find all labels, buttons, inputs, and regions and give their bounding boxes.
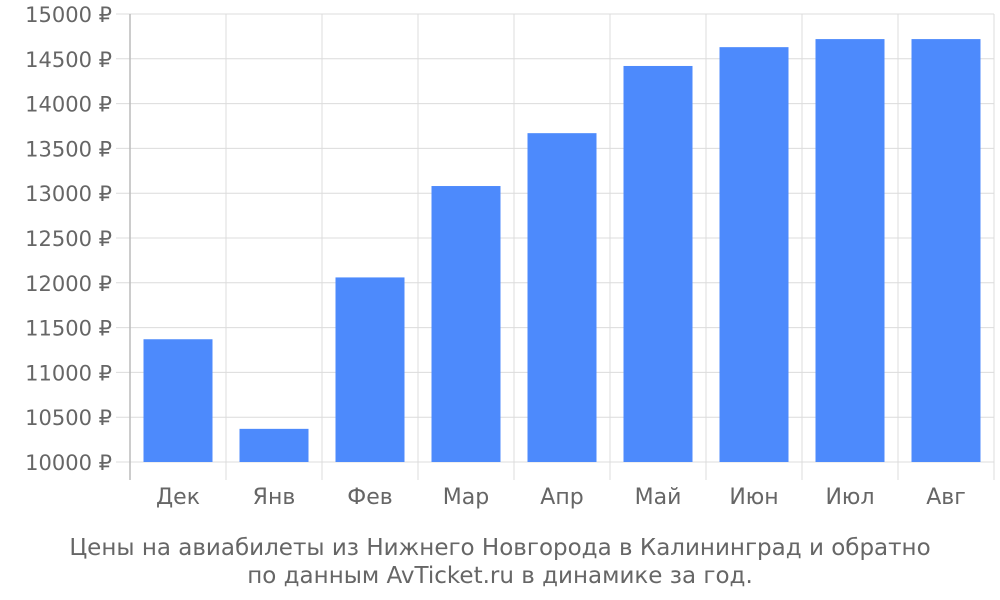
bar bbox=[335, 277, 405, 462]
x-tick-label: Мар bbox=[443, 485, 489, 510]
x-tick-label: Июл bbox=[825, 485, 874, 510]
x-tick-label: Апр bbox=[540, 485, 583, 510]
x-tick-label: Дек bbox=[156, 485, 200, 510]
x-tick-label: Май bbox=[635, 485, 682, 510]
bar bbox=[719, 47, 789, 462]
x-tick-label: Авг bbox=[926, 485, 966, 510]
y-tick-label: 15000 ₽ bbox=[25, 3, 112, 27]
y-tick-label: 14000 ₽ bbox=[25, 93, 112, 117]
bar-chart: 10000 ₽ 10500 ₽ 11000 ₽ 11500 ₽ 12000 ₽ 12500… bbox=[25, 3, 995, 510]
x-tick-label: Фев bbox=[347, 485, 392, 510]
bar bbox=[623, 65, 693, 462]
x-tick-labels: Дек Янв Фев Мар Апр Май Июн Июл Авг bbox=[156, 485, 966, 510]
y-tick-label: 13500 ₽ bbox=[25, 137, 112, 161]
y-tick-label: 12500 ₽ bbox=[25, 227, 112, 251]
x-tick-label: Янв bbox=[253, 485, 296, 510]
chart-caption-line-1: Цены на авиабилеты из Нижнего Новгорода … bbox=[69, 535, 931, 561]
y-tick-label: 12000 ₽ bbox=[25, 272, 112, 296]
bar bbox=[815, 39, 885, 462]
bar bbox=[527, 133, 597, 462]
chart-caption-line-2: по данным AvTicket.ru в динамике за год. bbox=[247, 563, 753, 589]
bar bbox=[143, 339, 213, 462]
y-tick-label: 11500 ₽ bbox=[25, 317, 112, 341]
y-tick-label: 10500 ₽ bbox=[25, 406, 112, 430]
y-tick-label: 11000 ₽ bbox=[25, 361, 112, 385]
y-tick-label: 14500 ₽ bbox=[25, 48, 112, 72]
y-tick-labels: 10000 ₽ 10500 ₽ 11000 ₽ 11500 ₽ 12000 ₽ 12500… bbox=[25, 3, 112, 475]
bar bbox=[911, 39, 981, 462]
bar bbox=[431, 186, 501, 463]
y-tick-label: 10000 ₽ bbox=[25, 451, 112, 475]
y-tick-label: 13000 ₽ bbox=[25, 182, 112, 206]
x-tick-label: Июн bbox=[729, 485, 778, 510]
bar bbox=[239, 428, 309, 462]
bars-layer bbox=[143, 39, 981, 463]
